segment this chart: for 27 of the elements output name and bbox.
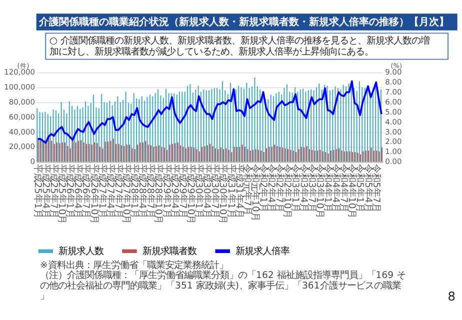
chart-title: 介護関係職種の職業紹介状況（新規求人数・新規求職者数・新規求人倍率の推移）【月次】 <box>38 16 450 28</box>
line-series <box>36 80 382 144</box>
y2-tick-label: 3.00 <box>385 127 402 136</box>
legend-label: 新規求職者数 <box>142 246 197 257</box>
y-tick-label: 60,000 <box>8 112 36 122</box>
text: ○ 介護関係職種の新規求人数、新規求職者数、新規求人倍率の推移を見ると、新規求人数の増加に対し、新規求職者数が減少しているため、新規求人倍率が上昇傾向にある。 <box>49 35 430 58</box>
y2-tick-label: 1.00 <box>385 147 402 156</box>
legend-label: 新規求人数 <box>58 246 104 257</box>
y-tick-label: 20,000 <box>8 142 36 152</box>
y2-tick-label: 6.00 <box>385 97 402 106</box>
y-tick-label: 100,000 <box>4 82 36 92</box>
y2-tick-label: 4.00 <box>385 117 402 126</box>
y2-tick-label: 5.00 <box>385 107 402 116</box>
y-tick-label: 0 <box>30 157 36 166</box>
y2-tick-label: 8.00 <box>385 78 402 87</box>
y-tick-label: 120,000 <box>4 68 36 77</box>
x-tick-label: 平成25年1月 <box>32 164 43 218</box>
y-tick-label: 40,000 <box>8 127 36 136</box>
y2-tick-label: 7.00 <box>385 88 402 97</box>
y2-tick-label: 0.00 <box>385 157 402 166</box>
text: （注）介護関係職種：「厚生労働省編職業分類」の「162 福祉施設指導専門員」「169 その他の社会福祉の専門的職業」「351 家政婦(夫)、家事手伝」「361介護サービスの職業」 <box>40 270 406 302</box>
y2-tick-label: 2.00 <box>385 137 402 146</box>
y-tick-label: 80,000 <box>8 97 36 106</box>
legend-label: 新規求人倍率 <box>236 246 290 257</box>
text: 8 <box>448 290 456 304</box>
y2-tick-label: 9.00 <box>385 68 402 77</box>
text: ※資料出典：厚生労働省「職業安定業務統計」 <box>40 260 228 271</box>
